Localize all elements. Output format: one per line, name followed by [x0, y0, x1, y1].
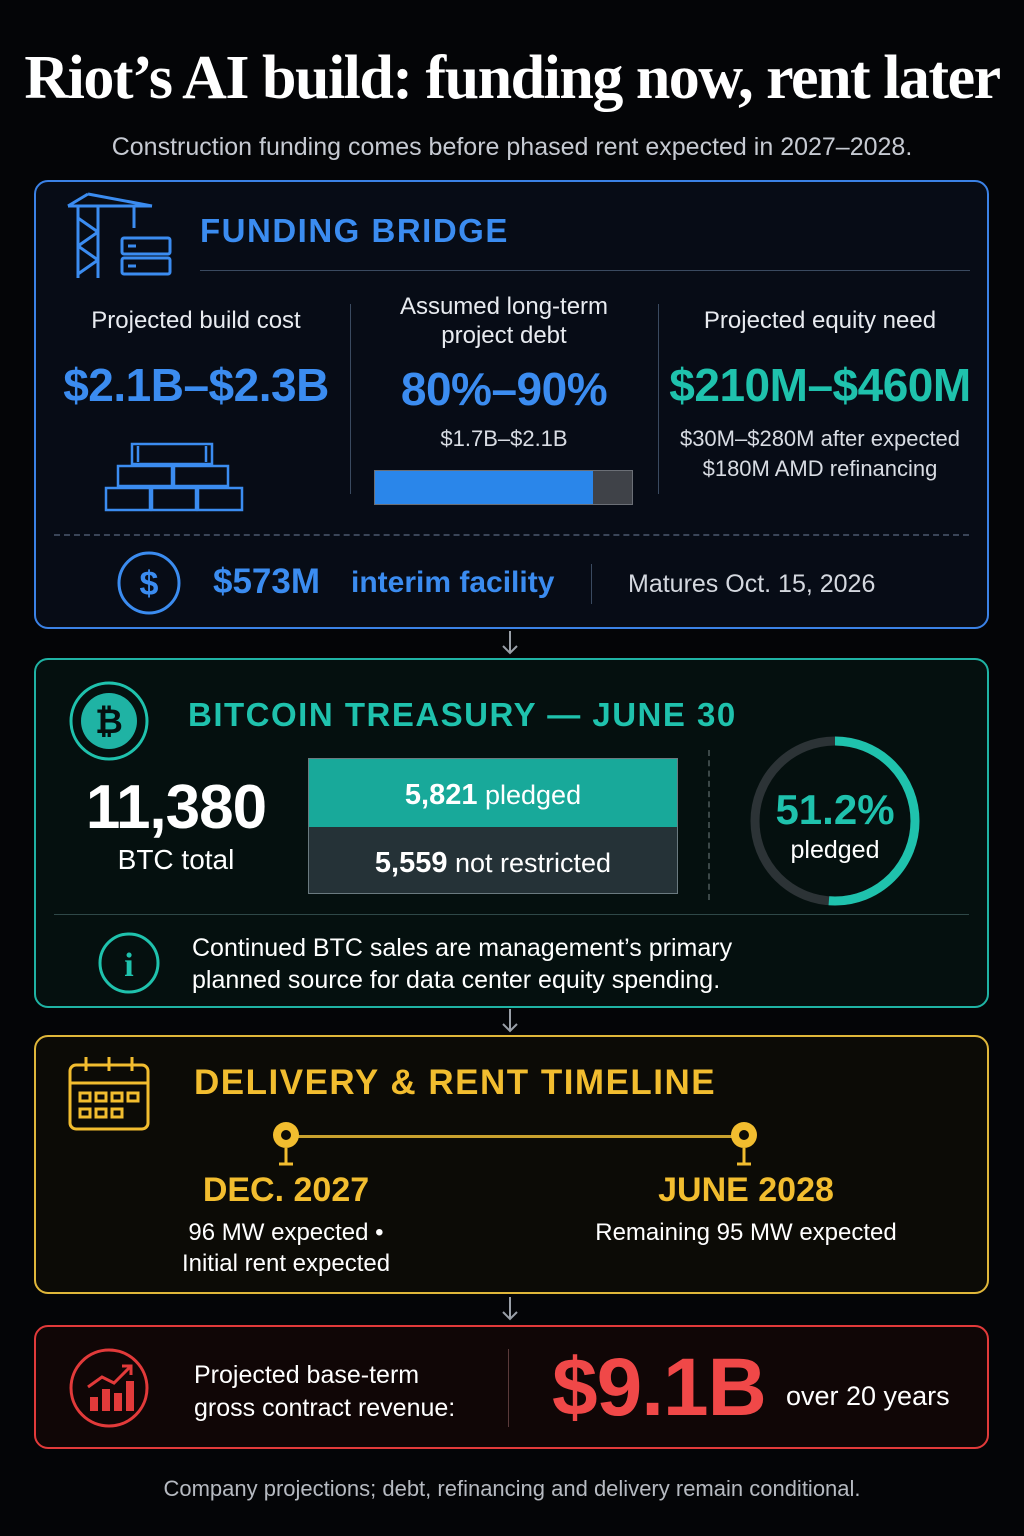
- btc-total-label: BTC total: [117, 844, 235, 875]
- debt-progress-fill: [375, 471, 594, 504]
- interim-divider: [591, 564, 592, 604]
- unrestricted-label: not restricted: [455, 848, 612, 878]
- pledged-donut-gauge: [750, 736, 920, 906]
- interim-facility-value: $573M: [213, 562, 321, 601]
- milestone-desc-2: Remaining 95 MW expected: [595, 1219, 897, 1246]
- down-arrow-icon: [502, 1297, 518, 1321]
- btc-split-bar: 5,821 pledged 5,559 not restricted: [308, 758, 678, 894]
- page-title: Riot’s AI build: funding now, rent later: [24, 44, 1001, 112]
- down-arrow-icon: [502, 1009, 518, 1033]
- unrestricted-value: 5,559: [374, 847, 448, 879]
- btc-dashed-divider: [708, 750, 710, 900]
- svg-text:$: $: [140, 565, 159, 603]
- interim-maturity: Matures Oct. 15, 2026: [628, 570, 876, 598]
- stacked-containers-icon: [104, 442, 244, 512]
- revenue-panel: Projected base-term gross contract reven…: [34, 1325, 989, 1449]
- timeline-panel: DELIVERY & RENT TIMELINE DEC. 2027 96 MW…: [34, 1035, 989, 1294]
- growth-chart-icon: [69, 1348, 149, 1428]
- debt-label-line1: Assumed long-term: [399, 293, 609, 320]
- bitcoin-treasury-panel: ₿ BITCOIN TREASURY — JUNE 30 11,380 BTC …: [34, 658, 989, 1008]
- crane-server-icon: [67, 192, 172, 278]
- down-arrow-icon: [502, 631, 518, 655]
- milestone-date-2: JUNE 2028: [658, 1171, 834, 1209]
- revenue-label-line1: Projected base-term: [194, 1361, 420, 1389]
- bitcoin-heading: BITCOIN TREASURY — JUNE 30: [188, 696, 737, 733]
- timeline-heading: DELIVERY & RENT TIMELINE: [194, 1063, 717, 1102]
- info-icon: i: [98, 932, 160, 994]
- btc-note: Continued BTC sales are management’s pri…: [192, 932, 932, 996]
- btc-rule: [54, 914, 969, 915]
- pledged-segment: 5,821 pledged: [309, 759, 677, 827]
- dollar-circle-icon: $: [117, 551, 181, 615]
- pledged-donut-arc: [750, 736, 920, 906]
- svg-text:i: i: [124, 947, 133, 984]
- pledged-percent-label: pledged: [790, 836, 880, 864]
- pin-icon: [273, 1122, 299, 1166]
- revenue-label-line2: gross contract revenue:: [194, 1394, 456, 1422]
- milestone-desc-1-line1: 96 MW expected •: [188, 1219, 384, 1246]
- page-subtitle: Construction funding comes before phased…: [111, 133, 913, 161]
- revenue-unit: over 20 years: [786, 1381, 950, 1411]
- funding-heading: FUNDING BRIDGE: [200, 212, 509, 249]
- interim-facility-label: interim facility: [351, 566, 555, 599]
- pledged-value: 5,821: [404, 779, 478, 811]
- btc-note-line2: planned source for data center equity sp…: [192, 966, 721, 994]
- equity-note-line1: $30M–$280M after expected: [679, 426, 961, 451]
- milestone-date-1: DEC. 2027: [202, 1171, 370, 1209]
- equity-note-line2: $180M AMD refinancing: [702, 456, 938, 481]
- unrestricted-segment: 5,559 not restricted: [309, 827, 677, 893]
- debt-amount: $1.7B–$2.1B: [440, 426, 568, 451]
- column-divider: [350, 304, 351, 494]
- footnote: Company projections; debt, refinancing a…: [163, 1476, 861, 1501]
- heading-rule: [200, 270, 970, 271]
- debt-label-line2: project debt: [441, 322, 567, 349]
- equity-value: $210M–$460M: [669, 359, 971, 411]
- svg-text:₿: ₿: [95, 702, 123, 742]
- bitcoin-icon: ₿: [69, 681, 149, 761]
- build-cost-value: $2.1B–$2.3B: [63, 359, 329, 411]
- revenue-value: $9.1B: [552, 1342, 767, 1433]
- pledged-percent: 51.2%: [775, 786, 895, 833]
- debt-progress-bar: [374, 470, 633, 505]
- btc-total-value: 11,380: [85, 773, 267, 842]
- equity-label: Projected equity need: [703, 307, 937, 334]
- pin-icon: [731, 1122, 757, 1166]
- funding-bridge-panel: FUNDING BRIDGE Projected build cost $2.1…: [34, 180, 989, 629]
- pledged-label: pledged: [484, 780, 582, 810]
- timeline-line: [286, 1135, 744, 1138]
- column-divider: [658, 304, 659, 494]
- revenue-label: Projected base-term gross contract reven…: [194, 1359, 455, 1425]
- build-cost-label: Projected build cost: [91, 307, 301, 334]
- milestone-desc-1-line2: Initial rent expected: [181, 1250, 391, 1277]
- revenue-divider: [508, 1349, 509, 1427]
- btc-note-line1: Continued BTC sales are management’s pri…: [192, 934, 733, 962]
- debt-value: 80%–90%: [400, 363, 608, 415]
- section-dashed-divider: [54, 534, 969, 536]
- calendar-icon: [68, 1057, 150, 1131]
